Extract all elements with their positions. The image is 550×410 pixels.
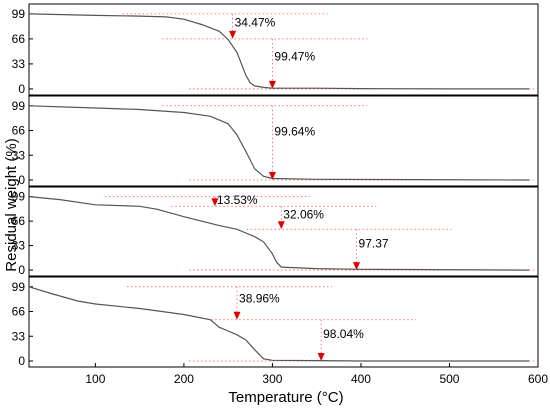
y-tick-label: 99 — [12, 7, 26, 21]
panels: 0 33 66 99 34.47% 99.47% 0 33 66 99 99.64% 0 33 66 99 1… — [12, 3, 539, 368]
y-tick-label: 99 — [12, 280, 26, 294]
y-tick-label: 66 — [12, 305, 26, 319]
arrow-head — [317, 353, 325, 361]
arrow-head — [268, 172, 276, 180]
arrow-head — [229, 30, 237, 39]
panel-1: 0 33 66 99 34.47% 99.47% — [12, 3, 539, 96]
annotation-label: 38.96% — [239, 291, 280, 305]
arrow-head — [353, 262, 361, 271]
x-tick-label: 200 — [174, 372, 194, 386]
annotation-label: 13.53% — [217, 193, 258, 207]
y-tick-label: 0 — [18, 173, 25, 187]
y-tick-label: 99 — [12, 99, 26, 113]
tga-curve — [28, 286, 530, 362]
x-tick-label: 100 — [85, 372, 105, 386]
arrow-head — [211, 198, 219, 207]
annotation-label: 99.47% — [274, 49, 315, 63]
y-tick-label: 33 — [12, 239, 26, 253]
tga-curve — [28, 13, 530, 90]
annotation-label: 32.06% — [283, 207, 324, 221]
y-tick-label: 0 — [18, 354, 25, 368]
x-axis-label: Temperature (°C) — [228, 389, 343, 406]
panel-frame — [28, 186, 539, 277]
x-tick-label: 300 — [262, 372, 282, 386]
y-axis-label: Residual weight (%) — [3, 138, 20, 271]
y-tick-label: 33 — [12, 329, 26, 343]
tga-curve — [28, 105, 530, 181]
tga-curve — [28, 196, 530, 271]
panel-2: 0 33 66 99 99.64% — [12, 95, 539, 187]
annotation-label: 97.37 — [359, 237, 389, 251]
panel-frame — [28, 3, 539, 96]
y-tick-label: 0 — [18, 263, 25, 277]
y-tick-label: 66 — [12, 32, 26, 46]
x-tick-label: 400 — [351, 372, 371, 386]
panel-4: 0 33 66 99 38.96% 98.04% — [12, 276, 539, 368]
annotation-label: 99.64% — [274, 125, 315, 139]
arrow-head — [268, 80, 276, 89]
annotation-label: 98.04% — [323, 327, 364, 341]
x-axis: 100 200 300 400 500 600 — [85, 363, 548, 386]
y-tick-label: 66 — [12, 214, 26, 228]
y-tick-label: 99 — [12, 190, 26, 204]
x-tick-label: 600 — [528, 372, 548, 386]
x-tick-label: 500 — [439, 372, 459, 386]
arrow-head — [277, 221, 285, 230]
panel-3: 0 33 66 99 13.53% 32.06% 97.37 — [12, 186, 539, 277]
panel-frame — [28, 276, 539, 368]
y-tick-label: 33 — [12, 148, 26, 162]
panel-frame — [28, 95, 539, 187]
y-tick-label: 66 — [12, 124, 26, 138]
annotation-label: 34.47% — [235, 16, 276, 30]
y-tick-label: 0 — [18, 82, 25, 96]
arrow-head — [233, 311, 241, 320]
y-tick-label: 33 — [12, 57, 26, 71]
